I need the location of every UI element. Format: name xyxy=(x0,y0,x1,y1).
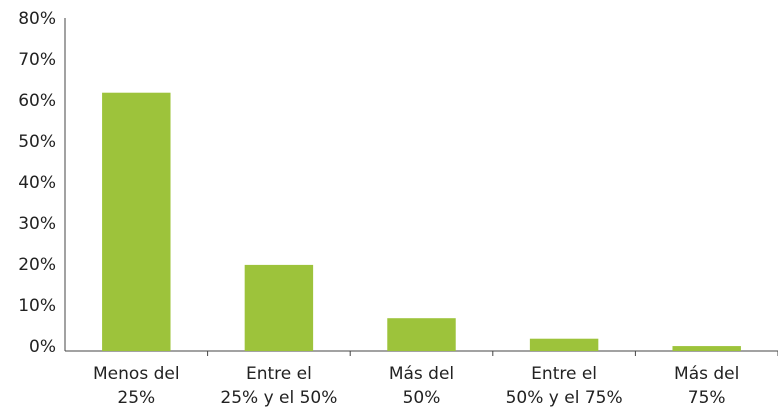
bar xyxy=(387,318,456,351)
x-tick-label: 75% xyxy=(688,388,726,408)
x-tick-label: Más del xyxy=(674,364,739,384)
y-tick-label: 30% xyxy=(18,214,56,234)
bar xyxy=(672,346,741,351)
y-tick-label: 80% xyxy=(18,9,56,29)
x-tick-label: Entre el xyxy=(531,364,597,384)
x-tick-label: 25% xyxy=(117,388,155,408)
bar xyxy=(244,264,314,351)
y-tick-label: 20% xyxy=(18,255,56,275)
x-tick-label: Menos del xyxy=(93,364,180,384)
y-tick-label: 10% xyxy=(18,296,56,316)
bar xyxy=(102,92,171,351)
x-tick-label: 25% y el 50% xyxy=(220,388,337,408)
y-tick-label: 60% xyxy=(18,91,56,111)
x-tick-label: 50% y el 75% xyxy=(506,388,623,408)
x-tick-label: Entre el xyxy=(246,364,312,384)
y-tick-label: 50% xyxy=(18,132,56,152)
bar xyxy=(529,338,599,351)
y-tick-label: 40% xyxy=(18,173,56,193)
y-tick-label: 70% xyxy=(18,50,56,70)
x-tick-label: 50% xyxy=(403,388,441,408)
y-tick-label: 0% xyxy=(29,337,56,357)
x-tick-label: Más del xyxy=(389,364,454,384)
